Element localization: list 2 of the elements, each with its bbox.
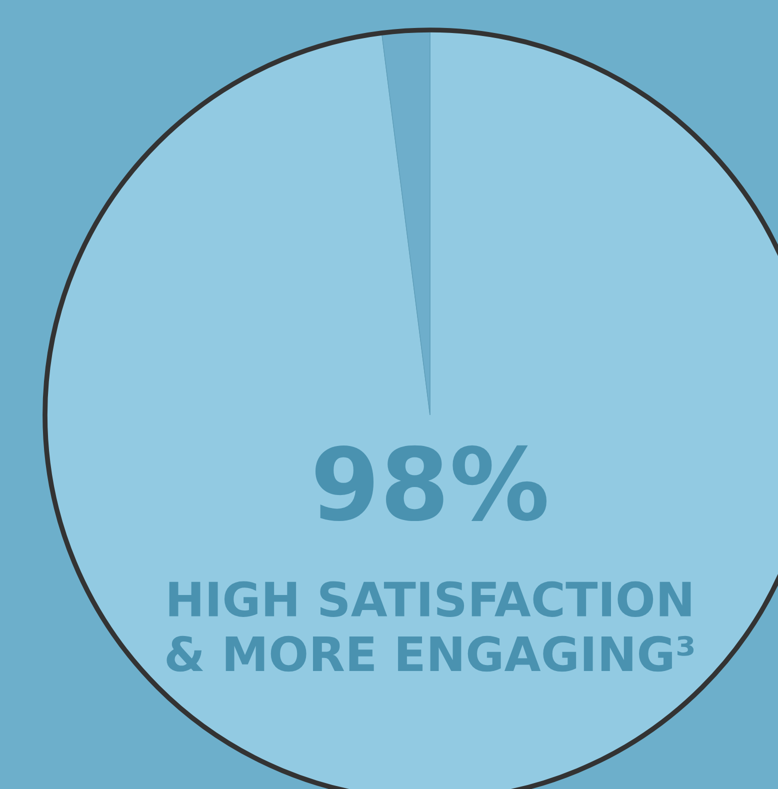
slice-label: HIGH SATISFACTION & MORE ENGAGING³ bbox=[166, 581, 694, 672]
data-label: 98% bbox=[315, 445, 546, 522]
